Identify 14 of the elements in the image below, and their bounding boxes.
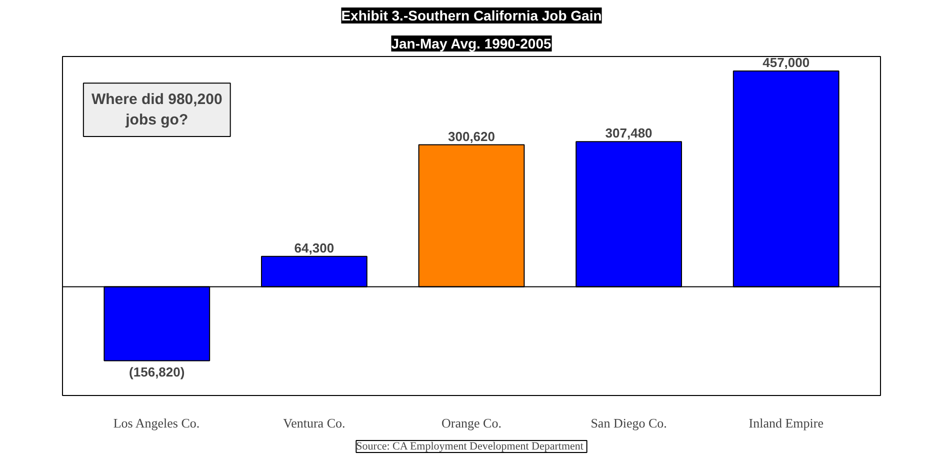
annotation: Where did 980,200 jobs go? <box>91 91 222 129</box>
x-tick-label: San Diego Co. <box>590 416 667 430</box>
source-note: Source: CA Employment Development Department <box>356 440 584 452</box>
x-tick-label: Orange Co. <box>442 416 502 430</box>
x-tick-label: Los Angeles Co. <box>113 416 200 430</box>
data-label: 307,480 <box>605 126 652 141</box>
chart-subtitle: Jan-May Avg. 1990-2005 <box>391 36 552 52</box>
chart-title: Exhibit 3.-Southern California Job Gain <box>341 8 602 24</box>
data-label: 457,000 <box>762 54 810 70</box>
data-label: (156,820) <box>129 364 185 380</box>
data-label: 64,300 <box>294 240 334 256</box>
x-tick-label: Inland Empire <box>748 416 824 430</box>
x-tick-label: Ventura Co. <box>283 416 346 430</box>
data-label: 300,620 <box>448 128 496 144</box>
